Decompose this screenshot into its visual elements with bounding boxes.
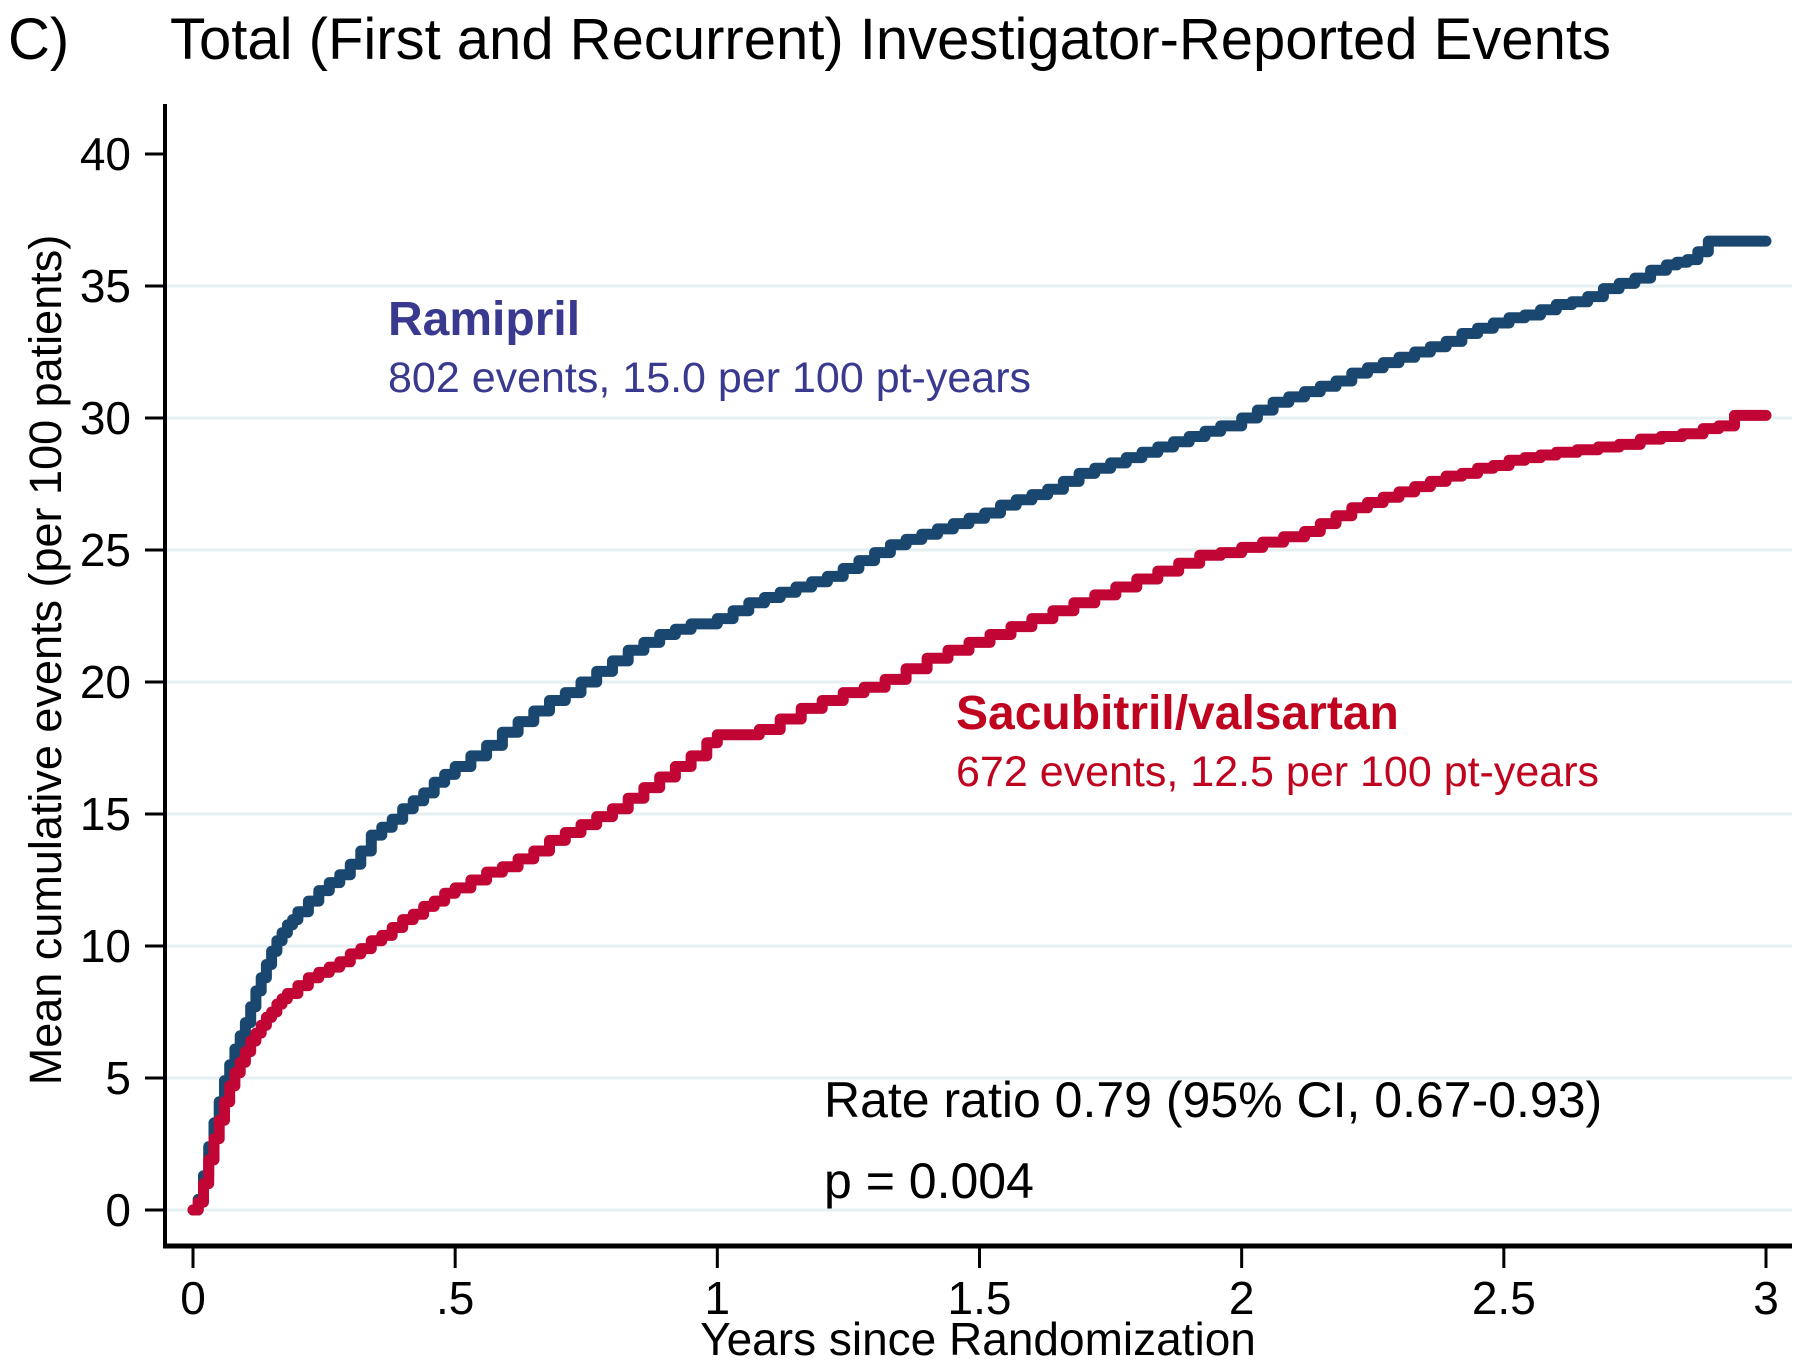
legend-ramipril-stats: 802 events, 15.0 per 100 pt-years	[388, 353, 1032, 402]
y-tick-label: 40	[80, 128, 131, 180]
annotation-p-value: p = 0.004	[824, 1153, 1034, 1209]
panel-label: C)	[8, 7, 70, 72]
x-tick-label: .5	[436, 1272, 474, 1324]
legend-ramipril: Ramipril 802 events, 15.0 per 100 pt-yea…	[388, 293, 1032, 409]
y-tick-label: 0	[105, 1184, 131, 1236]
x-tick-label: 2.5	[1472, 1272, 1536, 1324]
y-tick-label: 30	[80, 392, 131, 444]
legend-ramipril-name: Ramipril	[388, 293, 581, 346]
legend-sacubitril-valsartan: Sacubitril/valsartan 672 events, 12.5 pe…	[956, 687, 1600, 803]
y-tick-label: 10	[80, 920, 131, 972]
chart-title: Total (First and Recurrent) Investigator…	[170, 7, 1611, 72]
y-tick-label: 35	[80, 260, 131, 312]
x-tick-label: 2	[1229, 1272, 1255, 1324]
y-tick-label: 5	[105, 1052, 131, 1104]
x-axis-title: Years since Randomization	[700, 1313, 1256, 1364]
x-tick-label: 0	[180, 1272, 206, 1324]
legend-sacubitril-valsartan-stats: 672 events, 12.5 per 100 pt-years	[956, 747, 1600, 796]
x-tick-label: 3	[1753, 1272, 1779, 1324]
ramipril-curve	[187, 235, 1772, 1216]
y-tick-label: 15	[80, 788, 131, 840]
annotation-rate-ratio: Rate ratio 0.79 (95% CI, 0.67-0.93) p = …	[824, 1060, 1602, 1222]
y-tick-label: 20	[80, 656, 131, 708]
x-tick-label: 1	[705, 1272, 731, 1324]
sacubitril-valsartan-curve	[187, 409, 1772, 1216]
x-tick-label: 1.5	[948, 1272, 1012, 1324]
legend-sacubitril-valsartan-name: Sacubitril/valsartan	[956, 687, 1399, 740]
y-tick-label: 25	[80, 524, 131, 576]
annotation-rate-ratio-line: Rate ratio 0.79 (95% CI, 0.67-0.93)	[824, 1072, 1603, 1128]
